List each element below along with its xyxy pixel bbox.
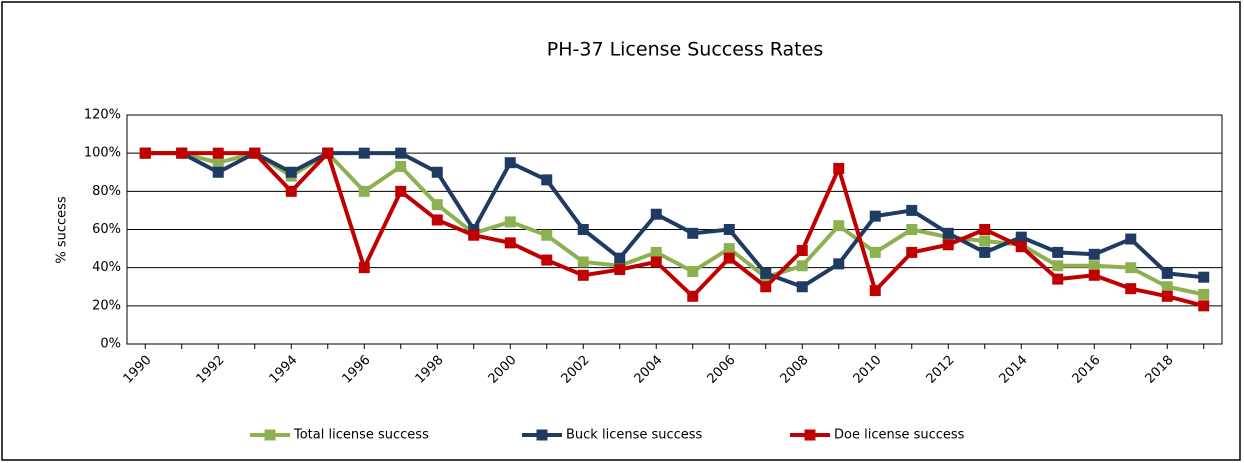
point-marker [942,227,954,239]
point-marker [395,185,407,197]
point-marker [906,224,918,235]
point-marker [1125,283,1137,295]
point-marker [431,214,443,226]
y-tick-label: 60% [92,222,121,237]
series-line [145,151,1204,289]
y-tick-label: 20% [92,298,121,313]
point-marker [687,265,699,277]
point-marker [833,220,845,232]
point-marker [322,147,334,159]
point-marker [869,285,881,297]
point-marker [577,256,589,268]
point-marker [285,185,297,197]
point-marker [1015,241,1027,253]
point-marker [796,260,808,272]
point-marker [358,185,370,197]
point-marker [395,147,407,159]
point-marker [1088,269,1100,281]
point-marker [650,208,662,220]
legend-label: Doe license success [834,428,965,443]
legend-marker [264,429,276,441]
point-marker [796,244,808,256]
point-marker [212,157,224,169]
point-marker [212,147,224,159]
y-tick-label: 100% [84,146,121,161]
point-marker [833,162,845,174]
point-marker [541,254,553,266]
point-marker [1198,271,1210,283]
point-marker [577,224,589,235]
point-marker [687,227,699,239]
point-marker [577,269,589,281]
point-marker [1015,231,1027,243]
point-marker [176,147,188,159]
point-marker [869,210,881,222]
point-marker [979,224,991,235]
point-marker [1161,281,1173,293]
point-marker [869,246,881,258]
y-tick-label: 0% [100,337,121,352]
series-line [145,151,1205,308]
legend-label: Total license success [293,428,429,443]
y-tick-label: 40% [92,260,121,275]
plot-frame [126,114,1223,345]
point-marker [431,166,443,178]
point-marker [504,237,516,249]
point-marker [796,281,808,293]
point-marker [139,147,151,159]
point-marker [760,281,772,293]
point-marker [1088,248,1100,260]
point-marker [614,252,626,264]
point-marker [1198,300,1210,312]
point-marker [979,235,991,247]
point-marker [1052,273,1064,285]
point-marker [431,199,443,211]
point-marker [541,174,553,186]
point-marker [1161,267,1173,279]
point-marker [1161,290,1173,302]
point-marker [650,256,662,268]
point-marker [1198,288,1210,300]
point-marker [614,264,626,276]
point-marker [906,246,918,258]
point-marker [1125,233,1137,245]
point-marker [723,252,735,264]
point-marker [541,229,553,241]
point-marker [212,166,224,178]
legend-marker [804,429,816,441]
point-marker [468,224,480,235]
point-marker [358,147,370,159]
point-marker [1052,260,1064,272]
point-marker [833,258,845,270]
point-marker [650,246,662,258]
y-tick-label: 80% [92,184,121,199]
point-marker [358,262,370,274]
point-marker [1088,260,1100,272]
point-marker [395,161,407,173]
y-axis-label: % success [55,196,70,264]
point-marker [723,243,735,255]
point-marker [942,239,954,251]
point-marker [979,246,991,258]
point-marker [1052,246,1064,258]
legend-marker [536,429,548,441]
point-marker [723,224,735,235]
y-tick-label: 120% [84,108,121,123]
point-marker [760,267,772,279]
point-marker [285,166,297,178]
point-marker [249,147,261,159]
point-marker [504,157,516,169]
chart-title: PH-37 License Success Rates [547,39,823,61]
point-marker [1125,262,1137,274]
point-marker [906,204,918,216]
point-marker [687,290,699,302]
point-marker [504,216,516,228]
legend-label: Buck license success [566,428,703,443]
point-marker [468,229,480,241]
